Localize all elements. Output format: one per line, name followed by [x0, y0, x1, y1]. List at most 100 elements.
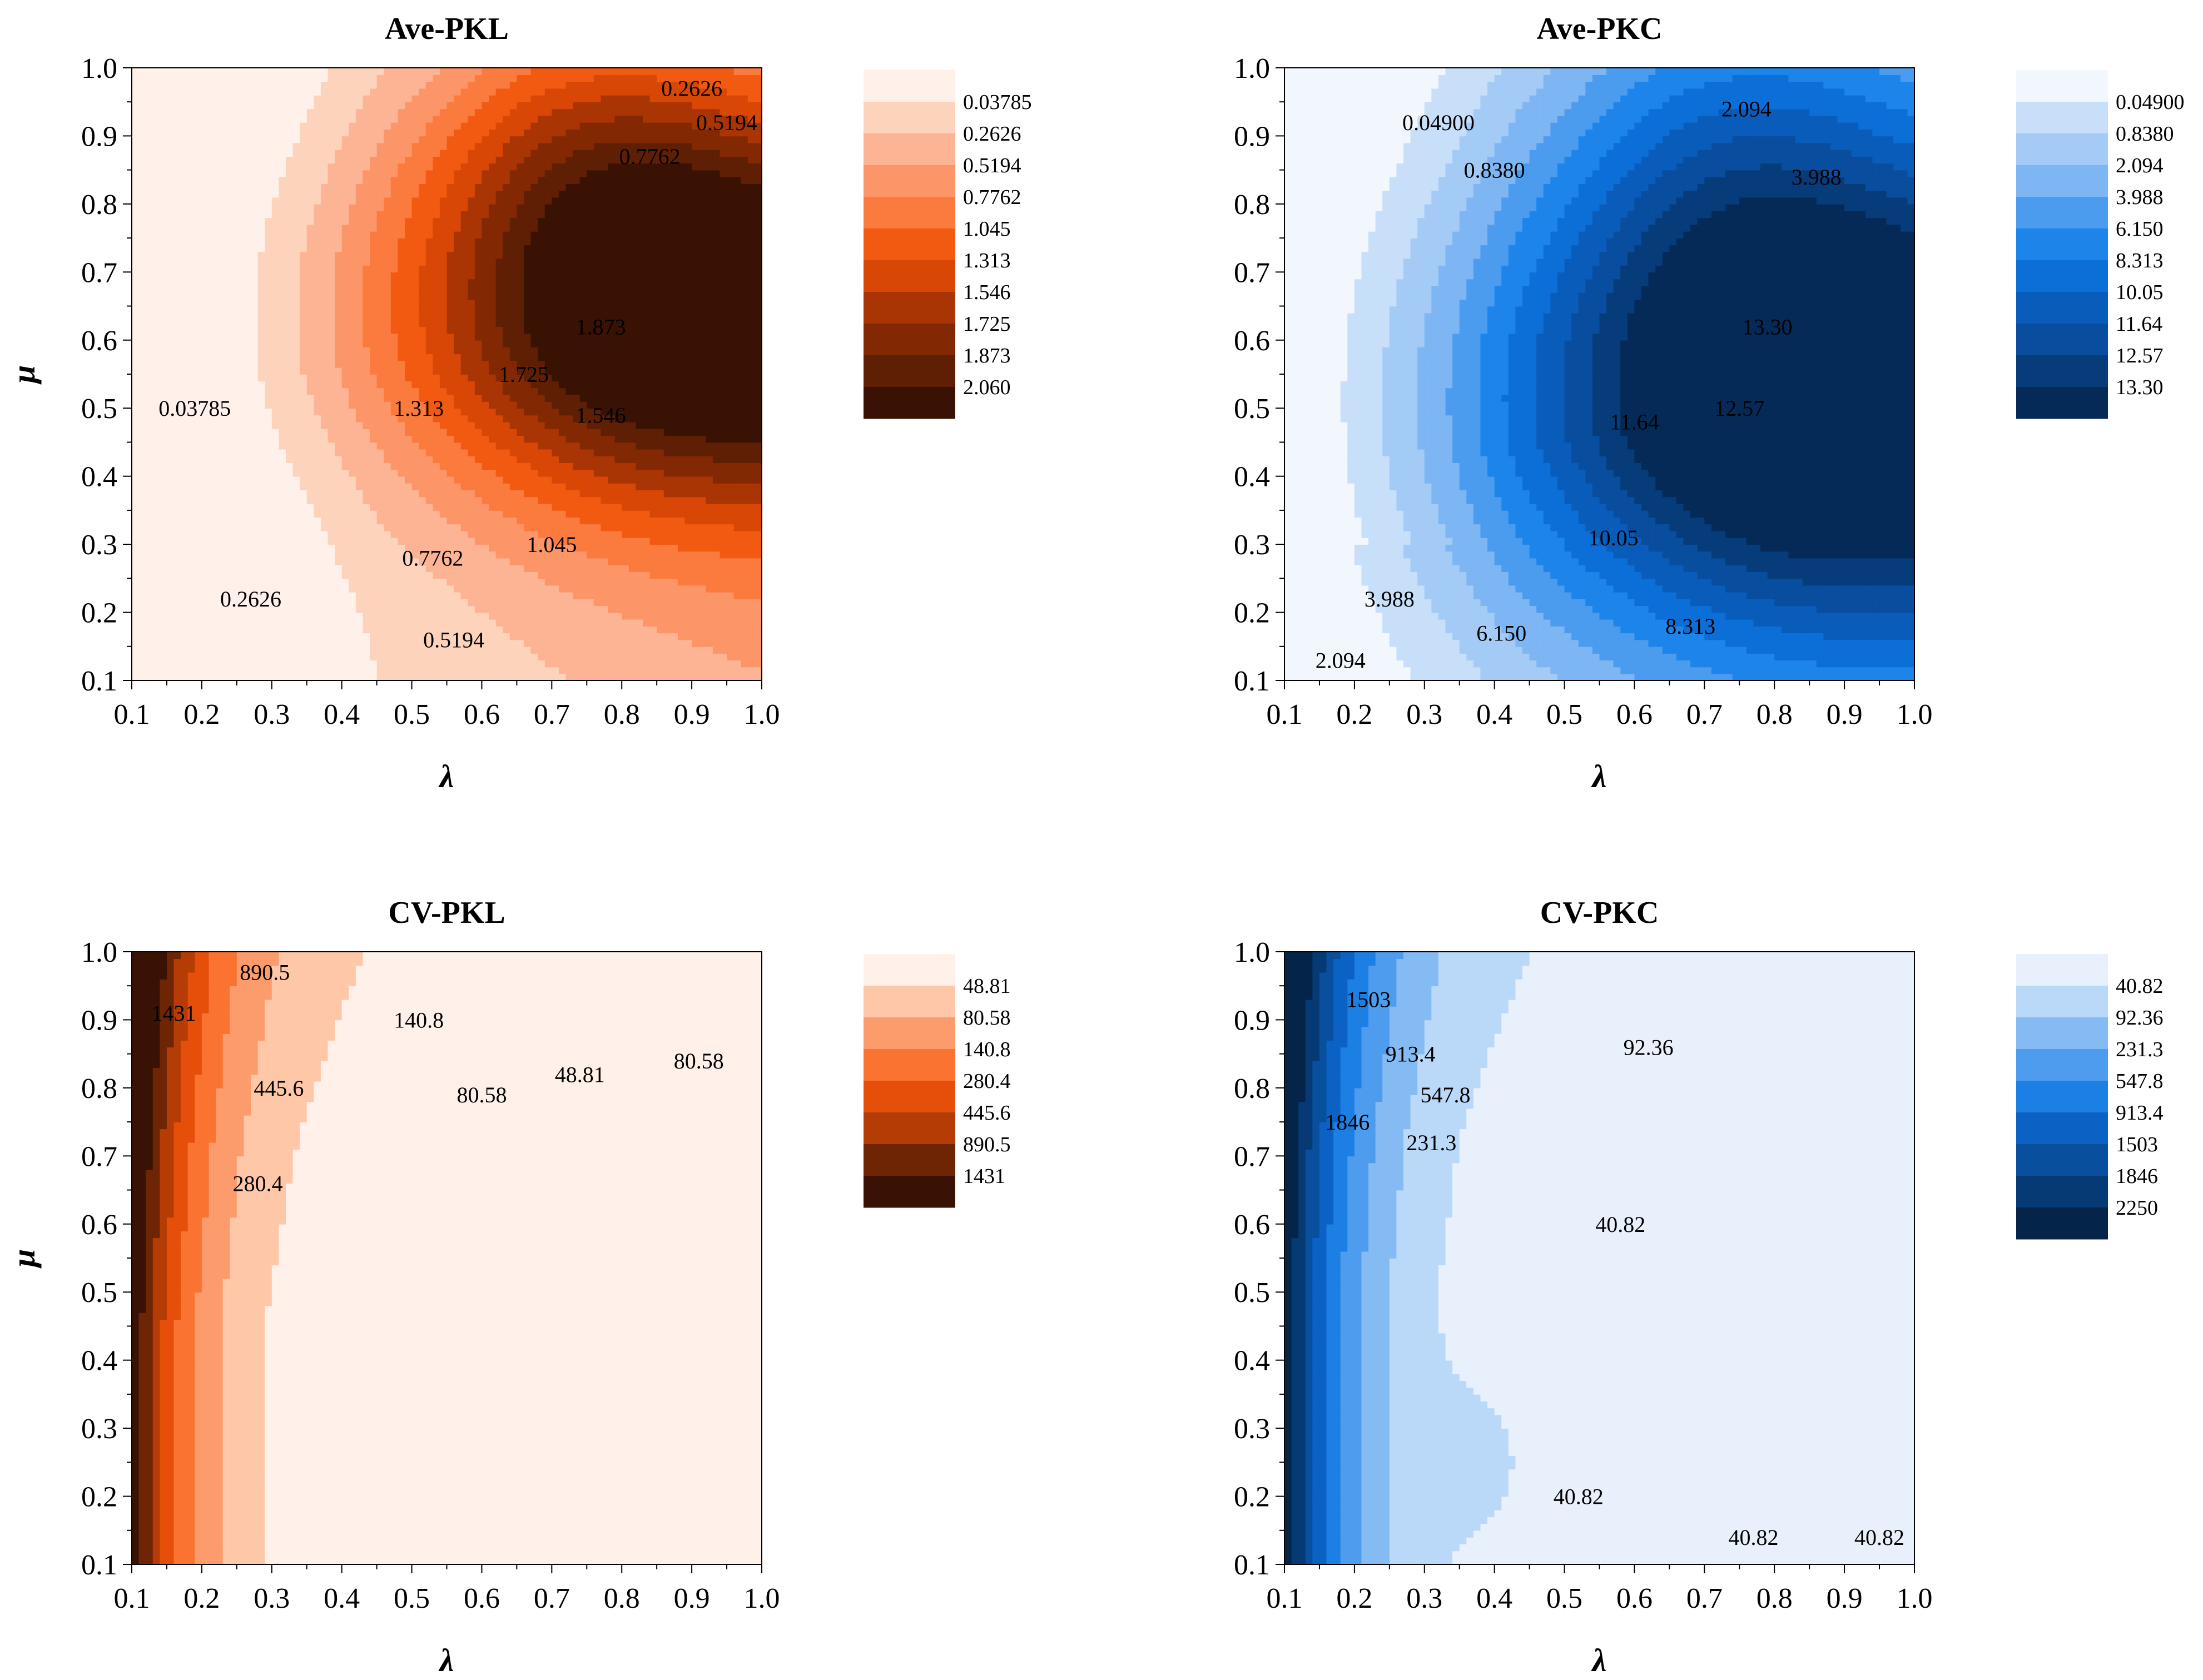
contour-label: 0.7762 — [402, 546, 463, 571]
contour-label: 1846 — [1325, 1110, 1370, 1135]
legend-swatch — [2016, 1081, 2108, 1113]
y-tick-label: 0.3 — [1234, 1413, 1270, 1445]
x-tick-label: 0.8 — [1757, 1583, 1793, 1614]
contour-label: 10.05 — [1589, 525, 1639, 550]
contour-label: 2.094 — [1316, 648, 1366, 673]
legend-level-label: 0.7762 — [963, 186, 1021, 209]
y-tick-label: 0.6 — [81, 325, 117, 357]
y-axis-label: μ — [6, 1249, 42, 1269]
legend-swatch — [2016, 165, 2108, 197]
y-tick-label: 1.0 — [1234, 937, 1270, 968]
legend-swatch — [2016, 1017, 2108, 1050]
legend-level-label: 1.873 — [963, 344, 1011, 367]
legend-level-label: 8.313 — [2116, 249, 2164, 272]
y-tick-label: 0.4 — [81, 1345, 117, 1377]
contour-label: 40.82 — [1595, 1212, 1645, 1237]
y-tick-label: 1.0 — [81, 937, 117, 968]
x-tick-label: 0.1 — [1267, 699, 1303, 730]
legend-level-label: 92.36 — [2116, 1006, 2164, 1030]
contour-label: 0.5194 — [423, 628, 484, 653]
contour-label: 3.988 — [1792, 165, 1842, 190]
contour-label: 445.6 — [254, 1076, 304, 1101]
legend-swatch — [2016, 228, 2108, 261]
contour-label: 547.8 — [1421, 1082, 1471, 1107]
x-tick-label: 0.7 — [534, 699, 570, 730]
panel-1: Ave-PKL 0.1 0.2 0.3 0.4 0.5 0.6 0.7 0.8 0.9 1.0 0.1… — [6, 12, 1032, 794]
x-tick-label: 0.3 — [254, 699, 290, 730]
panel-3: CV-PKL 0.1 0.2 0.3 0.4 0.5 0.6 0.7 0.8 0.9 1.0 0.1 0… — [6, 896, 1011, 1678]
y-tick-label: 0.7 — [1234, 257, 1270, 289]
y-tick-label: 0.5 — [1234, 393, 1270, 425]
y-tick-label: 0.5 — [81, 1277, 117, 1309]
legend-level-label: 1503 — [2116, 1133, 2158, 1156]
legend-level-label: 140.8 — [963, 1038, 1011, 1061]
color-legend: 0.03785 0.2626 0.5194 0.7762 1.045 1.313 1.546… — [864, 70, 1032, 419]
x-tick-label: 1.0 — [744, 699, 780, 730]
x-tick-label: 0.8 — [1757, 699, 1793, 730]
x-tick-label: 0.5 — [1546, 1583, 1582, 1614]
y-axis-label: μ — [6, 1249, 42, 1269]
legend-swatch — [2016, 1176, 2108, 1208]
legend-level-label: 1431 — [963, 1165, 1005, 1188]
contour-fill — [1284, 68, 1914, 680]
y-tick-label: 0.7 — [81, 1141, 117, 1172]
x-tick-label: 0.7 — [534, 1583, 570, 1614]
legend-level-label: 0.04900 — [2116, 91, 2185, 114]
legend-swatch — [864, 387, 955, 419]
contour-label: 1.725 — [499, 362, 549, 387]
x-tick-label: 0.6 — [1616, 699, 1653, 730]
legend-swatch — [864, 260, 955, 292]
legend-swatch — [2016, 355, 2108, 387]
legend-level-label: 12.57 — [2116, 344, 2164, 367]
x-tick-label: 0.4 — [324, 1583, 360, 1614]
legend-level-label: 3.988 — [2116, 186, 2164, 209]
y-tick-label: 0.8 — [81, 189, 117, 221]
chart-title: CV-PKL — [388, 896, 505, 930]
legend-swatch — [2016, 197, 2108, 229]
x-tick-label: 0.3 — [254, 1583, 290, 1614]
y-axis-label: μ — [6, 365, 42, 385]
contour-label: 1.873 — [575, 314, 626, 339]
legend-swatch — [864, 1112, 955, 1145]
y-tick-label: 0.4 — [1234, 1345, 1270, 1377]
legend-swatch — [864, 1049, 955, 1081]
legend-swatch — [2016, 102, 2108, 134]
contour-label: 0.8380 — [1464, 158, 1525, 183]
y-tick-label: 0.6 — [1234, 1209, 1270, 1241]
y-tick-label: 0.8 — [1234, 189, 1270, 221]
legend-swatch — [2016, 260, 2108, 292]
legend-level-label: 1.725 — [963, 312, 1011, 336]
y-tick-label: 0.5 — [1234, 1277, 1270, 1309]
x-tick-label: 0.2 — [183, 1583, 220, 1614]
chart-title: Ave-PKL — [385, 12, 509, 46]
legend-level-label: 547.8 — [2116, 1070, 2164, 1093]
y-tick-label: 0.1 — [1234, 665, 1270, 697]
y-tick-label: 0.3 — [1234, 529, 1270, 561]
legend-swatch — [864, 986, 955, 1018]
x-axis-label: λ — [1591, 758, 1607, 794]
contour-label: 0.03785 — [158, 396, 231, 421]
x-tick-label: 0.9 — [1827, 699, 1863, 730]
legend-swatch — [864, 165, 955, 197]
y-tick-label: 0.8 — [81, 1073, 117, 1105]
y-tick-label: 0.7 — [1234, 1141, 1270, 1172]
chart-title: CV-PKC — [1540, 896, 1659, 930]
contour-label: 1.045 — [527, 532, 577, 557]
y-tick-label: 1.0 — [1234, 53, 1270, 85]
contour-fill — [132, 68, 762, 680]
legend-swatch — [864, 1081, 955, 1113]
x-tick-label: 0.4 — [1476, 699, 1512, 730]
legend-level-label: 0.8380 — [2116, 122, 2174, 146]
legend-swatch — [2016, 70, 2108, 102]
y-tick-label: 0.6 — [81, 1209, 117, 1241]
y-tick-label: 0.9 — [81, 1005, 117, 1036]
contour-label: 1.546 — [575, 402, 626, 428]
x-tick-label: 0.2 — [183, 699, 220, 730]
legend-swatch — [864, 1176, 955, 1208]
legend-swatch — [864, 292, 955, 324]
contour-label: 1431 — [152, 1001, 196, 1026]
x-tick-label: 0.5 — [394, 1583, 430, 1614]
legend-level-label: 280.4 — [963, 1070, 1011, 1093]
